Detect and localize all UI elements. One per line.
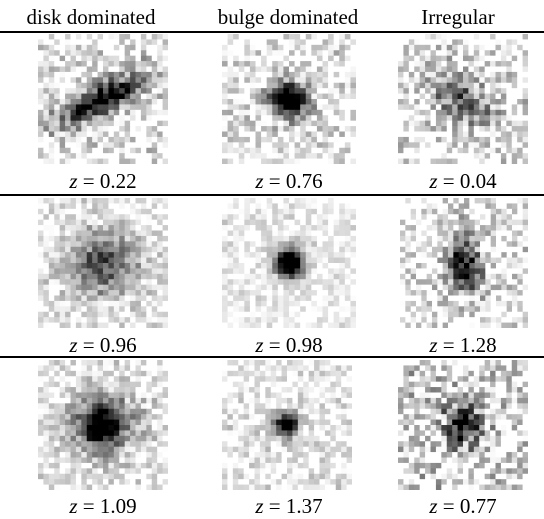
galaxy-cell-r2-c2 — [222, 198, 356, 328]
redshift-caption-r1-c1: z = 0.22 — [69, 169, 137, 193]
galaxy-stamp-image — [38, 360, 168, 490]
galaxy-cell-r3-c3 — [398, 360, 528, 490]
galaxy-stamp-image — [38, 34, 168, 164]
galaxy-cell-r2-c1 — [38, 198, 168, 328]
redshift-caption-r3-c1: z = 1.09 — [69, 494, 137, 518]
row-rule-2 — [0, 356, 544, 358]
galaxy-cell-r3-c1 — [38, 360, 168, 490]
galaxy-stamp-image — [222, 34, 356, 164]
row-rule-1 — [0, 194, 544, 196]
galaxy-cell-r1-c2 — [222, 34, 356, 164]
galaxy-stamp-image — [398, 34, 528, 164]
galaxy-stamp-image — [398, 360, 528, 490]
redshift-caption-r1-c2: z = 0.76 — [255, 169, 323, 193]
redshift-caption-r3-c2: z = 1.37 — [255, 494, 323, 518]
column-header-disk-dominated: disk dominated — [26, 5, 156, 29]
galaxy-cell-r1-c1 — [38, 34, 168, 164]
redshift-caption-r3-c3: z = 0.77 — [429, 494, 497, 518]
redshift-caption-r2-c2: z = 0.98 — [255, 333, 323, 357]
galaxy-stamp-image — [222, 198, 356, 328]
galaxy-cell-r2-c3 — [400, 198, 528, 328]
redshift-caption-r2-c3: z = 1.28 — [429, 333, 497, 357]
redshift-caption-r2-c1: z = 0.96 — [69, 333, 137, 357]
column-header-irregular: Irregular — [421, 5, 495, 29]
galaxy-stamp-image — [222, 360, 352, 490]
galaxy-stamp-image — [38, 198, 168, 328]
header-rule — [0, 31, 544, 33]
redshift-caption-r1-c3: z = 0.04 — [429, 169, 497, 193]
galaxy-cell-r1-c3 — [398, 34, 528, 164]
galaxy-stamp-image — [400, 198, 528, 328]
galaxy-cell-r3-c2 — [222, 360, 352, 490]
column-header-bulge-dominated: bulge dominated — [217, 5, 359, 29]
